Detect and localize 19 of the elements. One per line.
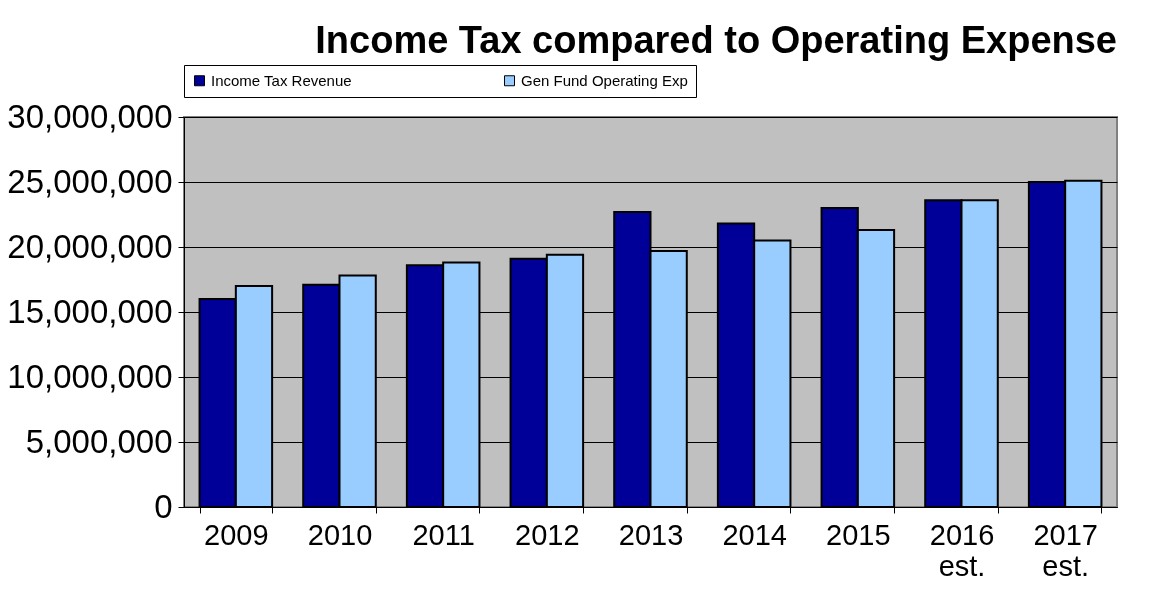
y-tick-label: 20,000,000 [7, 227, 173, 265]
y-tick-label: 15,000,000 [7, 292, 173, 330]
x-tick-label: 2016 est. [929, 518, 995, 582]
x-tick-label: 2015 [826, 518, 891, 551]
x-tick-label: 2009 [204, 518, 269, 551]
y-tick-label: 25,000,000 [7, 162, 173, 200]
y-tick-label: 0 [154, 487, 173, 525]
x-tick-label: 2013 [618, 518, 684, 551]
chart-title: Income Tax compared to Operating Expense [315, 18, 1117, 61]
x-tick-label: 2012 [515, 518, 580, 551]
legend-label: Income Tax Revenue [211, 71, 352, 89]
x-tick-label: 2011 [412, 518, 475, 551]
y-tick-label: 10,000,000 [7, 357, 173, 395]
legend-label: Gen Fund Operating Exp [521, 71, 688, 89]
x-tick-label: 2014 [722, 518, 787, 551]
y-tick-label: 5,000,000 [25, 422, 173, 460]
x-tick-label: 2010 [307, 518, 373, 551]
x-tick-label: 2017 est. [1033, 518, 1098, 582]
y-tick-label: 30,000,000 [7, 97, 173, 135]
